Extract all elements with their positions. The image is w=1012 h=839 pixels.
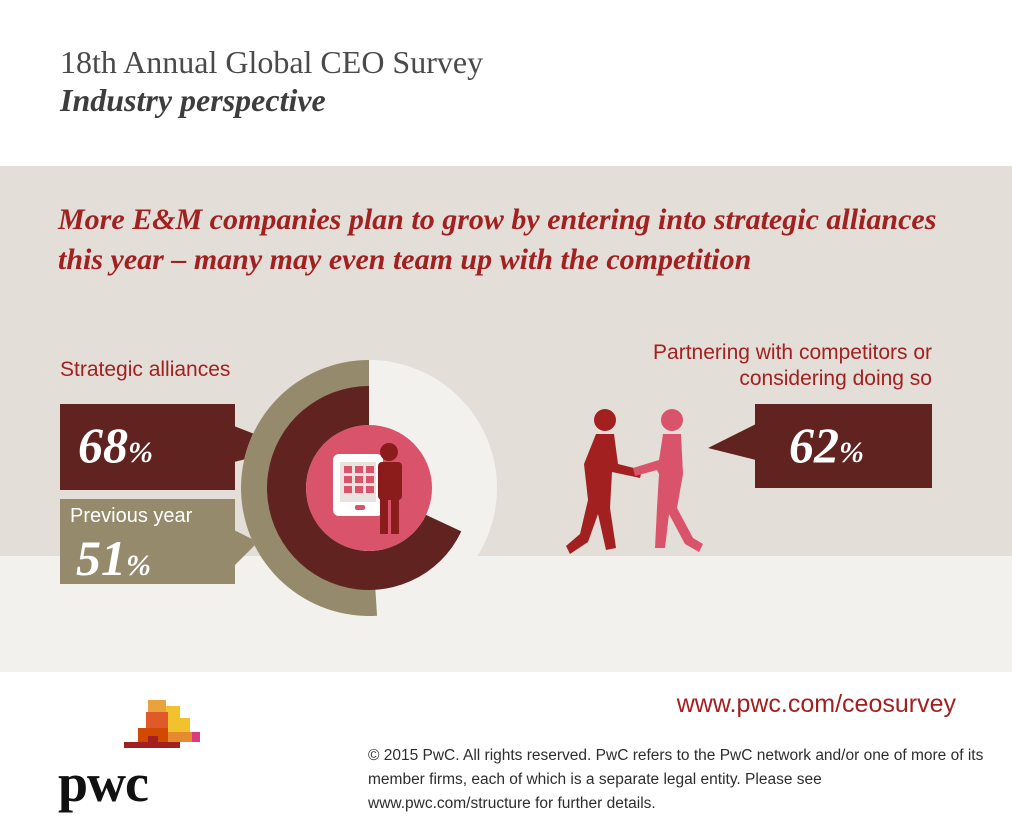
callout-partnering: 62%: [755, 404, 932, 488]
callout-previous-year: Previous year 51%: [60, 499, 235, 586]
partnering-label: Partnering with competitors or consideri…: [653, 341, 932, 390]
strategic-alliances-label: Strategic alliances: [60, 358, 231, 381]
infographic-band: [0, 166, 1012, 556]
survey-url-link[interactable]: www.pwc.com/ceosurvey: [676, 690, 956, 718]
pwc-logo-wordmark: pwc: [58, 753, 149, 813]
callout-current-year: 68%: [60, 404, 235, 490]
legal-notice: © 2015 PwC. All rights reserved. PwC ref…: [368, 747, 984, 812]
handshake-icon: [566, 409, 703, 554]
headline: More E&M companies plan to grow by enter…: [58, 203, 937, 276]
page-subtitle: Industry perspective: [60, 82, 326, 118]
page-title: 18th Annual Global CEO Survey: [60, 44, 484, 80]
previous-year-value: 51%: [76, 530, 151, 586]
previous-year-label: Previous year: [70, 505, 193, 527]
partnering-value: 62%: [789, 417, 864, 473]
pwc-logo-icon: [124, 700, 200, 748]
current-year-value: 68%: [78, 417, 153, 473]
current-year-arc: [267, 386, 462, 590]
callout-62-pointer: [708, 424, 756, 460]
tablet-person-icon: [333, 443, 402, 534]
